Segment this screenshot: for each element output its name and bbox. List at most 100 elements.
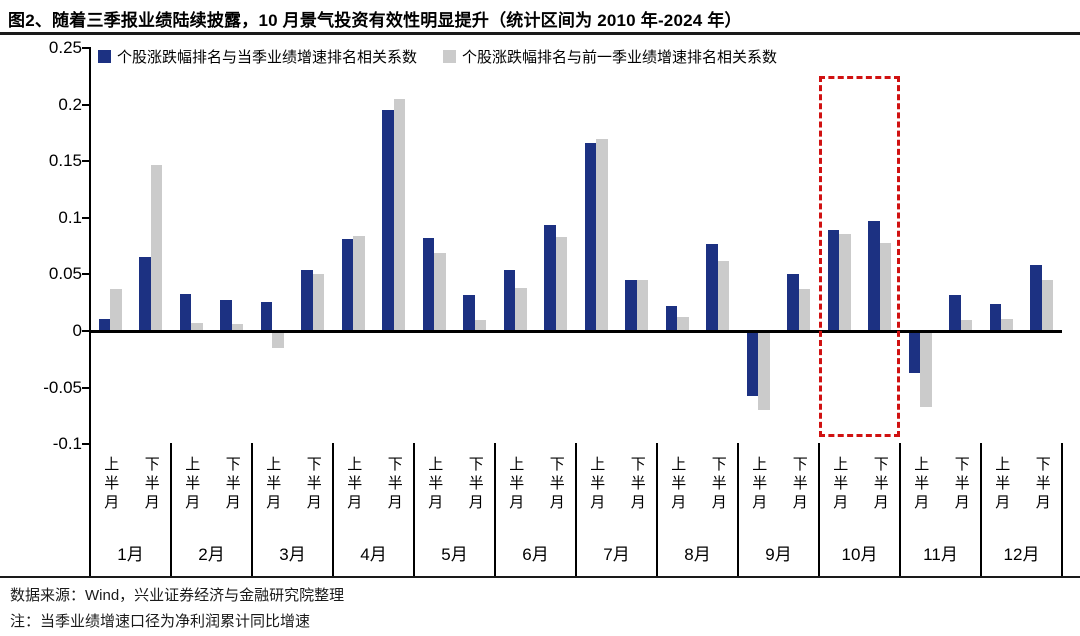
- y-axis-tick-label: 0.2: [58, 94, 82, 114]
- bar-previous-quarter: [434, 252, 446, 331]
- bar-previous-quarter: [474, 319, 487, 331]
- bar-previous-quarter: [636, 280, 649, 331]
- half-month-label: 下半月: [628, 456, 646, 513]
- y-axis-tick-label: 0.25: [48, 38, 82, 58]
- bar-current-quarter: [422, 238, 435, 331]
- bar-current-quarter: [949, 294, 961, 331]
- bar-current-quarter: [868, 221, 880, 331]
- month-divider-line: [332, 443, 334, 576]
- bar-previous-quarter: [920, 333, 932, 407]
- half-month-label: 上半月: [345, 456, 363, 513]
- y-axis-tick: [82, 386, 90, 389]
- bar-previous-quarter: [515, 288, 527, 331]
- bar-current-quarter: [989, 303, 1002, 331]
- month-divider-line: [170, 443, 172, 576]
- half-month-label: 上半月: [264, 456, 282, 513]
- legend-label-current-quarter: 个股涨跌幅排名与当季业绩增速排名相关系数: [117, 49, 418, 66]
- month-divider-line: [89, 443, 91, 576]
- bar-current-quarter: [908, 333, 921, 373]
- half-month-label: 下半月: [871, 456, 889, 513]
- y-axis-tick: [82, 273, 90, 276]
- title-divider: [0, 32, 1080, 35]
- y-axis-tick: [82, 330, 90, 332]
- month-divider-line: [1061, 443, 1063, 576]
- bar-previous-quarter: [555, 237, 568, 331]
- bar-current-quarter: [341, 239, 354, 331]
- half-month-label: 下半月: [790, 456, 808, 513]
- bar-current-quarter: [665, 306, 678, 331]
- month-divider-line: [656, 443, 658, 576]
- bar-current-quarter: [746, 333, 759, 397]
- bar-previous-quarter: [110, 289, 122, 331]
- month-divider-line: [251, 443, 253, 576]
- x-axis-zero-line: [90, 330, 1062, 333]
- bar-previous-quarter: [1001, 318, 1013, 331]
- half-month-label: 上半月: [912, 456, 930, 513]
- month-divider-line: [575, 443, 577, 576]
- month-label: 3月: [279, 545, 306, 564]
- y-axis-tick: [82, 103, 90, 106]
- bar-previous-quarter: [960, 319, 973, 331]
- y-axis-tick-label: -0.05: [43, 377, 82, 397]
- y-axis-tick-label: 0: [72, 321, 82, 340]
- y-axis-tick-label: -0.1: [52, 434, 82, 454]
- bar-previous-quarter: [191, 323, 203, 331]
- month-label: 7月: [603, 545, 630, 564]
- y-axis-tick-label: 0.1: [58, 207, 82, 227]
- half-month-label: 上半月: [507, 456, 525, 513]
- bar-previous-quarter: [272, 333, 284, 348]
- bar-current-quarter: [463, 294, 475, 331]
- bar-current-quarter: [382, 110, 394, 331]
- y-axis-tick-label: 0.15: [48, 151, 82, 171]
- bar-current-quarter: [625, 280, 637, 331]
- bar-previous-quarter: [596, 138, 608, 331]
- half-month-label: 上半月: [669, 456, 687, 513]
- month-label: 4月: [360, 545, 387, 564]
- footnote-text: 注：当季业绩增速口径为净利润累计同比增速: [10, 613, 311, 630]
- month-label: 12月: [1003, 545, 1040, 564]
- bar-current-quarter: [827, 230, 840, 331]
- half-month-label: 上半月: [426, 456, 444, 513]
- half-month-label: 下半月: [223, 456, 241, 513]
- bar-previous-quarter: [879, 242, 892, 331]
- bar-previous-quarter: [231, 324, 244, 331]
- legend-swatch-blue-icon: [98, 50, 111, 63]
- half-month-label: 下半月: [952, 456, 970, 513]
- half-month-label: 上半月: [831, 456, 849, 513]
- bar-previous-quarter: [677, 317, 689, 331]
- legend-item-current-quarter: 个股涨跌幅排名与当季业绩增速排名相关系数: [98, 46, 417, 67]
- month-label: 2月: [198, 545, 225, 564]
- month-divider-line: [980, 443, 982, 576]
- y-axis-tick: [82, 47, 90, 50]
- half-month-label: 下半月: [304, 456, 322, 513]
- bar-previous-quarter: [758, 333, 770, 410]
- month-label: 11月: [923, 545, 958, 564]
- month-label: 10月: [841, 545, 878, 564]
- bar-current-quarter: [179, 293, 192, 331]
- bar-current-quarter: [220, 300, 232, 331]
- bar-current-quarter: [584, 143, 597, 331]
- october-highlight-box: [819, 76, 900, 437]
- half-month-label: 下半月: [547, 456, 565, 513]
- half-month-label: 上半月: [750, 456, 768, 513]
- legend-swatch-gray-icon: [443, 50, 457, 63]
- bar-previous-quarter: [312, 274, 325, 331]
- bar-current-quarter: [544, 224, 556, 331]
- month-label: 9月: [765, 545, 792, 564]
- bar-previous-quarter: [353, 235, 365, 331]
- bar-current-quarter: [503, 269, 516, 331]
- half-month-label: 下半月: [385, 456, 403, 513]
- y-axis-tick: [82, 443, 90, 446]
- chart-title: 图2、随着三季报业绩陆续披露，10 月景气投资有效性明显提升（统计区间为 201…: [8, 11, 742, 30]
- month-divider-line: [899, 443, 901, 576]
- bar-current-quarter: [139, 257, 151, 331]
- legend-label-previous-quarter: 个股涨跌幅排名与前一季业绩增速排名相关系数: [462, 49, 778, 66]
- legend-item-previous-quarter: 个股涨跌幅排名与前一季业绩增速排名相关系数: [443, 46, 777, 67]
- bar-previous-quarter: [150, 164, 163, 331]
- bar-previous-quarter: [717, 260, 730, 331]
- bar-current-quarter: [706, 243, 718, 331]
- bar-previous-quarter: [1041, 280, 1054, 331]
- data-source-text: 数据来源：Wind，兴业证券经济与金融研究院整理: [10, 587, 345, 604]
